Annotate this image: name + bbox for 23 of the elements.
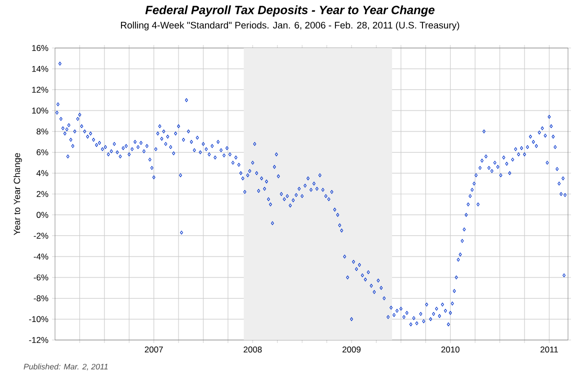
chart-subtitle: Rolling 4-Week "Standard" Periods. Jan. 6, 2006 - Feb. 28, 2011 (U.S. Treasury) [121, 22, 460, 30]
y-tick-label: 6% [36, 149, 48, 156]
y-tick-label: -6% [34, 274, 48, 280]
x-tick-label: 2009 [342, 346, 361, 352]
x-tick-label: 2007 [144, 346, 163, 352]
x-tick-label: 2011 [540, 346, 558, 352]
chart-title: Federal Payroll Tax Deposits - Year to Year Change [145, 5, 434, 17]
y-tick-label: -8% [34, 295, 48, 302]
x-tick-label: 2008 [244, 346, 262, 352]
y-tick-label: -4% [34, 254, 48, 260]
y-tick-label: 14% [32, 66, 48, 72]
y-tick-label: 10% [32, 108, 48, 114]
y-tick-label: -10% [29, 316, 48, 322]
x-tick-label: 2010 [441, 346, 460, 352]
y-tick-label: -2% [34, 232, 48, 239]
y-tick-label: 8% [36, 128, 48, 134]
y-tick-label: 4% [36, 170, 48, 176]
y-axis-title: Year to Year Change [14, 153, 22, 236]
y-tick-label: 0% [36, 212, 48, 218]
y-tick-label: 12% [32, 86, 48, 93]
y-tick-label: -12% [29, 337, 48, 343]
y-tick-label: 2% [36, 191, 48, 197]
y-tick-label: 16% [32, 45, 48, 51]
